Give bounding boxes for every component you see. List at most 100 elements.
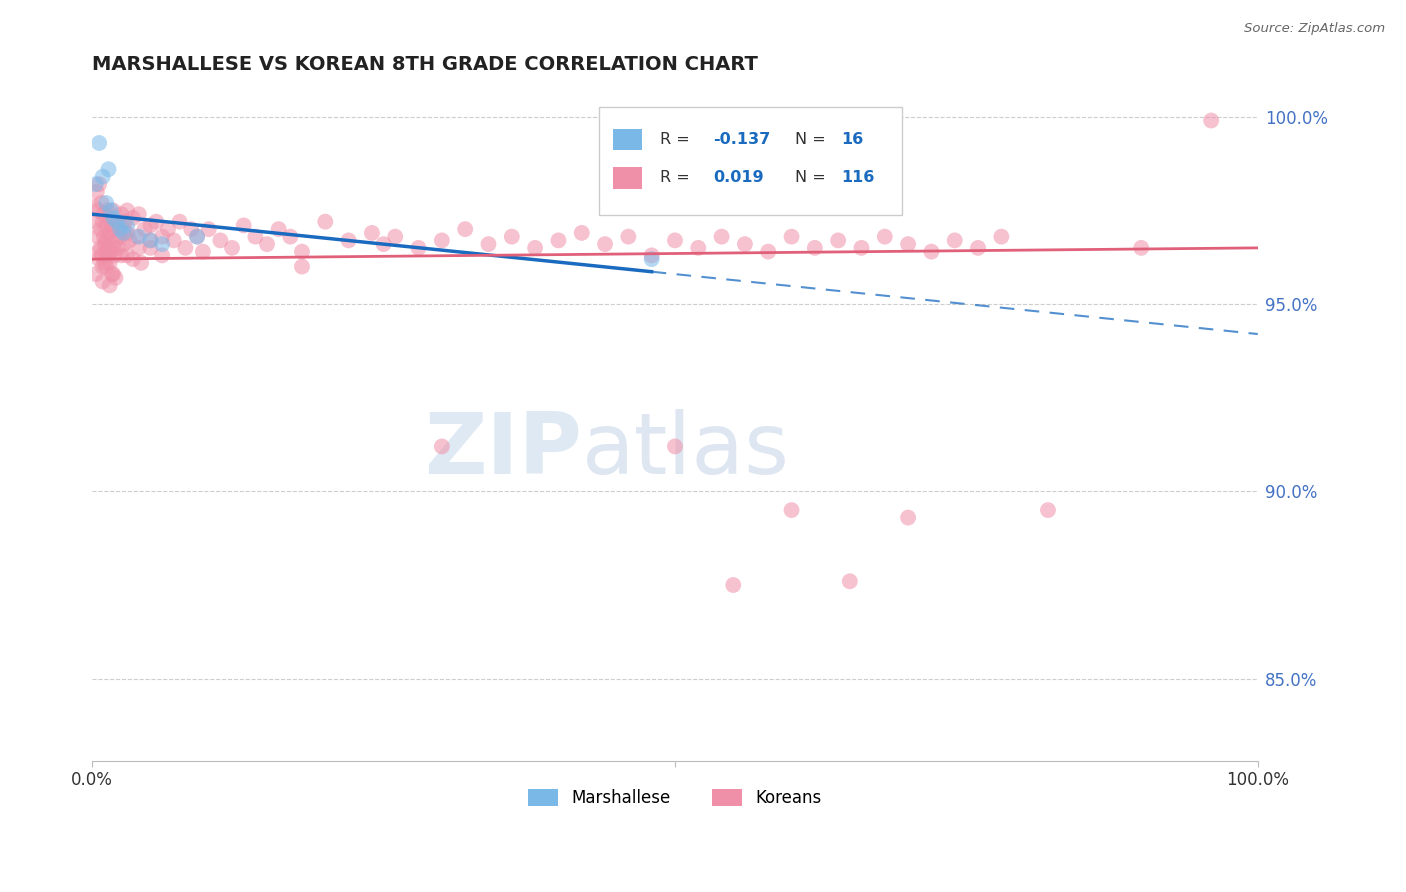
Point — [780, 503, 803, 517]
Point — [101, 267, 124, 281]
Text: 16: 16 — [842, 132, 863, 147]
Point — [91, 275, 114, 289]
Point — [827, 233, 849, 247]
Point — [115, 203, 138, 218]
Point — [104, 270, 127, 285]
Point — [94, 237, 117, 252]
Point — [125, 229, 148, 244]
Text: N =: N = — [794, 170, 831, 186]
Point — [1036, 503, 1059, 517]
Point — [103, 248, 125, 262]
Point — [524, 241, 547, 255]
Point — [97, 241, 120, 255]
Point — [291, 244, 314, 259]
Text: 116: 116 — [842, 170, 875, 186]
Point — [373, 237, 395, 252]
Point — [943, 233, 966, 247]
Point — [221, 241, 243, 255]
Point — [967, 241, 990, 255]
Point — [110, 207, 132, 221]
Point — [83, 200, 105, 214]
Point — [112, 237, 135, 252]
Point — [101, 211, 124, 225]
Point — [139, 219, 162, 233]
Point — [180, 222, 202, 236]
Text: MARSHALLESE VS KOREAN 8TH GRADE CORRELATION CHART: MARSHALLESE VS KOREAN 8TH GRADE CORRELAT… — [93, 55, 758, 74]
Point — [128, 241, 150, 255]
Point — [1130, 241, 1153, 255]
Point — [98, 256, 121, 270]
Point — [169, 214, 191, 228]
Point — [617, 229, 640, 244]
Point — [108, 222, 131, 236]
Bar — [613, 128, 643, 150]
Point — [163, 233, 186, 247]
Point — [87, 229, 110, 244]
Point — [115, 226, 138, 240]
Point — [145, 214, 167, 228]
Point — [98, 278, 121, 293]
Point — [89, 178, 111, 192]
Point — [477, 237, 499, 252]
Point — [990, 229, 1012, 244]
Point — [267, 222, 290, 236]
Point — [90, 248, 112, 262]
Point — [430, 439, 453, 453]
Point — [84, 267, 107, 281]
Point — [408, 241, 430, 255]
Point — [897, 237, 920, 252]
Point — [209, 233, 232, 247]
Point — [93, 229, 115, 244]
Point — [101, 267, 124, 281]
Point — [89, 241, 111, 255]
Point — [112, 226, 135, 240]
Text: -0.137: -0.137 — [713, 132, 770, 147]
Point — [897, 510, 920, 524]
Point — [96, 244, 118, 259]
Point — [107, 241, 129, 255]
Point — [86, 185, 108, 199]
Bar — [613, 167, 643, 188]
Point — [384, 229, 406, 244]
Point — [191, 244, 214, 259]
Point — [104, 222, 127, 236]
Point — [454, 222, 477, 236]
Point — [920, 244, 942, 259]
Point — [129, 256, 152, 270]
Point — [314, 214, 336, 228]
Point — [107, 214, 129, 228]
Point — [96, 233, 118, 247]
Point — [89, 252, 111, 266]
Point — [571, 226, 593, 240]
Point — [134, 222, 156, 236]
Point — [174, 241, 197, 255]
Point — [664, 233, 686, 247]
Point — [139, 241, 162, 255]
Point — [723, 578, 745, 592]
Point — [780, 229, 803, 244]
Point — [232, 219, 254, 233]
Point — [128, 207, 150, 221]
Point — [100, 229, 122, 244]
Point — [110, 248, 132, 262]
Point — [851, 241, 873, 255]
FancyBboxPatch shape — [599, 107, 903, 215]
Point — [1199, 113, 1222, 128]
Point — [97, 162, 120, 177]
Point — [100, 203, 122, 218]
Point — [501, 229, 523, 244]
Point — [873, 229, 896, 244]
Point — [278, 229, 301, 244]
Point — [361, 226, 384, 240]
Point — [139, 233, 162, 247]
Point — [96, 260, 118, 274]
Text: R =: R = — [659, 132, 695, 147]
Point — [640, 248, 662, 262]
Point — [139, 233, 162, 247]
Point — [710, 229, 733, 244]
Point — [104, 233, 127, 247]
Point — [96, 248, 118, 262]
Point — [115, 219, 138, 233]
Point — [90, 196, 112, 211]
Point — [804, 241, 827, 255]
